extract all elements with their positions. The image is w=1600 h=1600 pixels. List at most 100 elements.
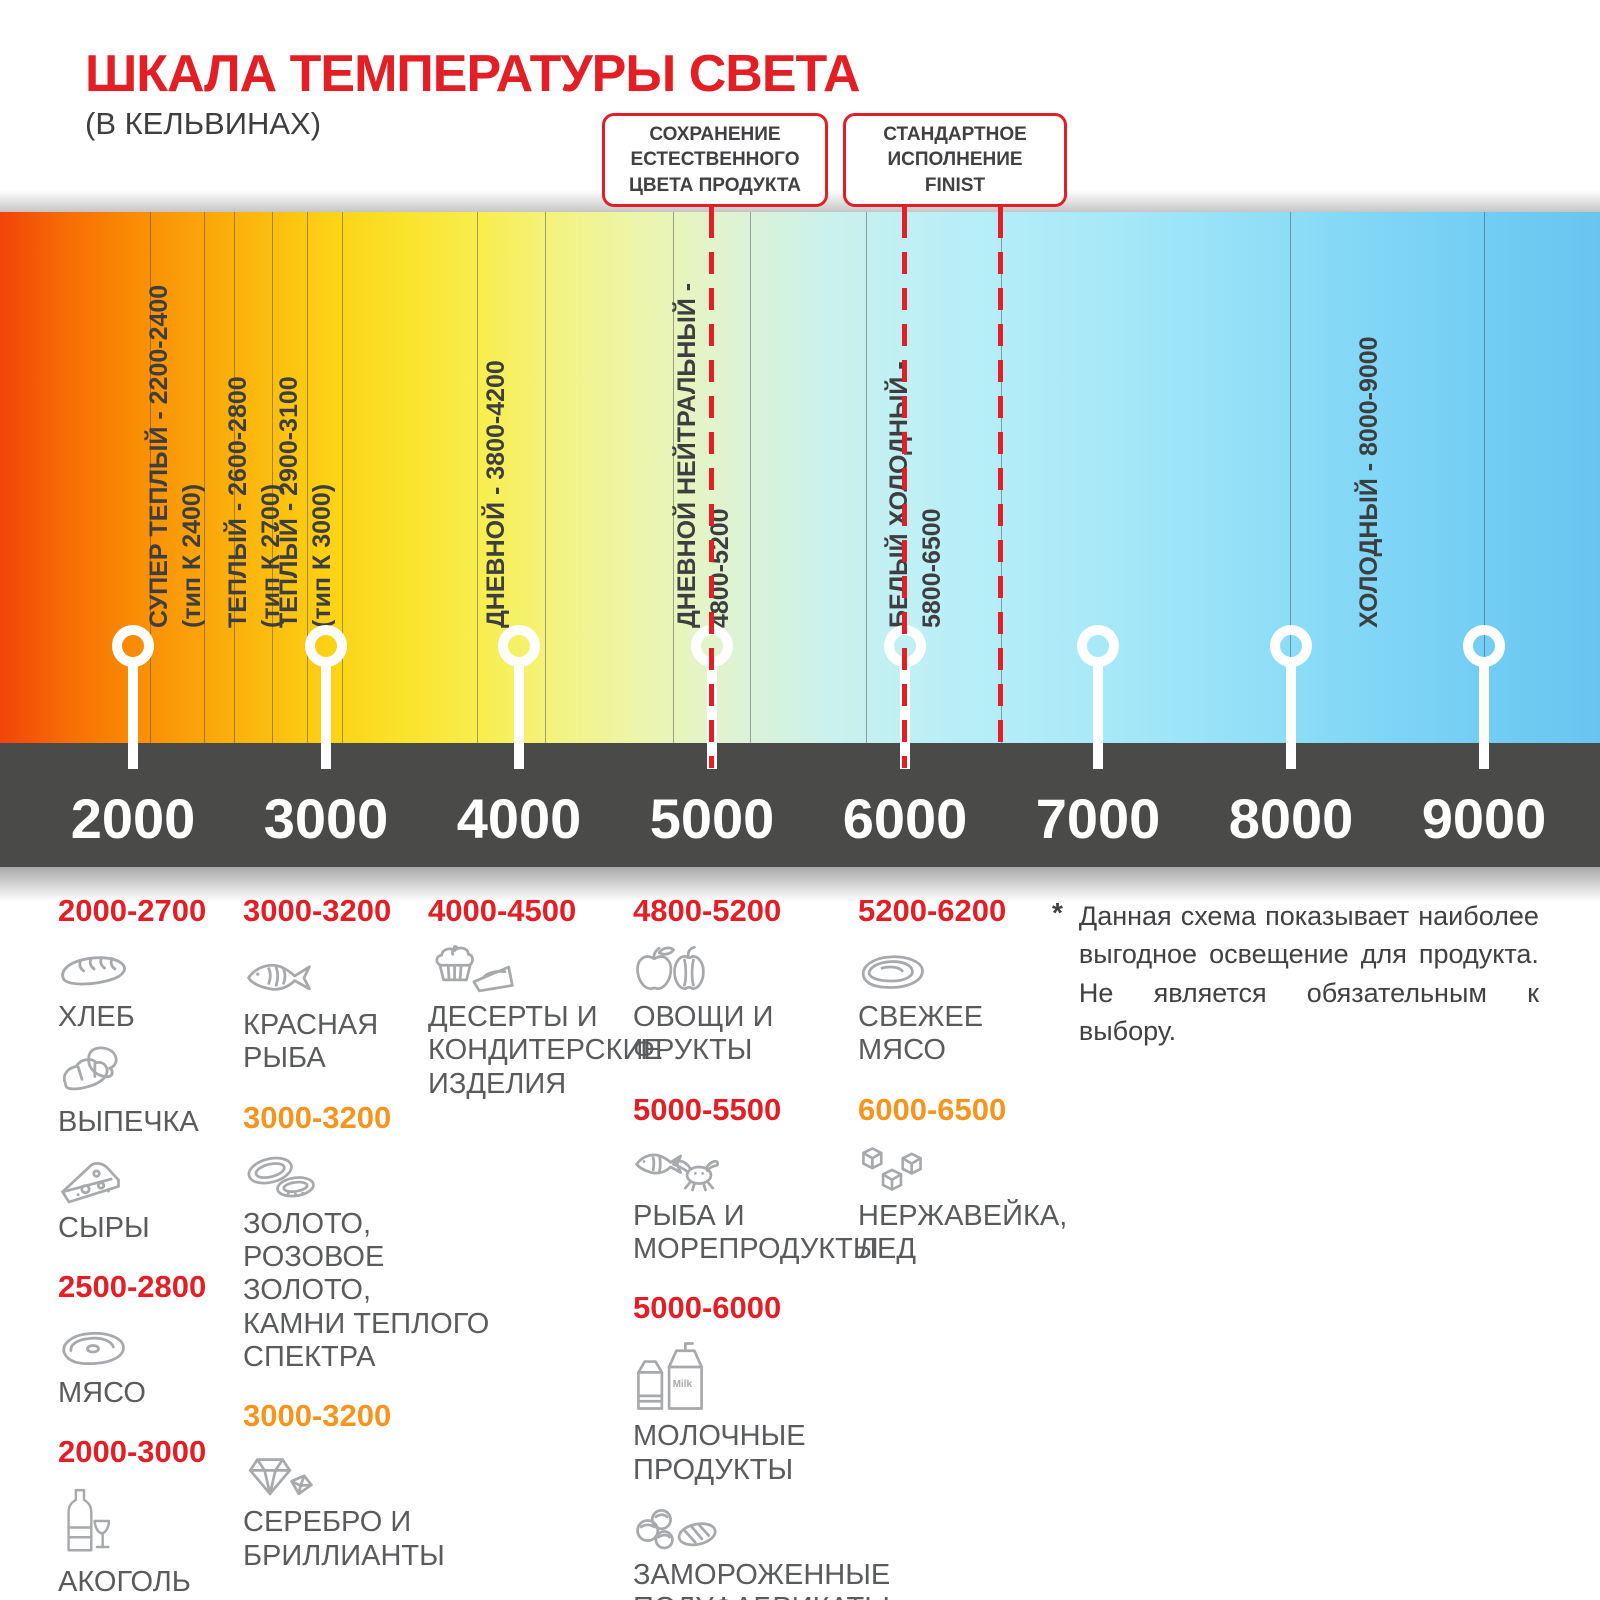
zone-main: ТЕПЛЫЙ - 2600-2800 bbox=[224, 376, 252, 628]
category-label: МЯСО bbox=[58, 1377, 146, 1410]
list-item: ВЫПЕЧКА bbox=[58, 1044, 243, 1139]
pointer-line-6000 bbox=[902, 198, 907, 216]
axis-tick-9000: 9000 bbox=[1421, 787, 1547, 850]
grid-line bbox=[477, 212, 478, 743]
cheese-icon bbox=[58, 1150, 243, 1206]
range-label: 2000-3000 bbox=[58, 1434, 207, 1470]
zone-main: ТЕПЛЫЙ - 2900-3100 bbox=[275, 376, 303, 628]
frozen-icon bbox=[633, 1497, 963, 1553]
axis-tick-8000: 8000 bbox=[1228, 787, 1354, 850]
diamond-icon bbox=[243, 1444, 493, 1500]
grid-line bbox=[272, 212, 273, 743]
range-group: 2000-3000 АКОГОЛЬ bbox=[58, 1434, 243, 1599]
grid-line bbox=[204, 212, 205, 743]
list-item: СЫРЫ bbox=[58, 1150, 243, 1245]
page-title: ШКАЛА ТЕМПЕРАТУРЫ СВЕТА bbox=[85, 45, 861, 103]
grid-line bbox=[307, 212, 308, 743]
range-label: 2000-2700 bbox=[58, 893, 207, 928]
range-label: 6000-6500 bbox=[858, 1091, 1007, 1127]
category-label: ХЛЕБ bbox=[58, 1001, 135, 1033]
range-group: 4800-5200 ОВОЩИ И ФРУКТЫ bbox=[633, 893, 963, 1068]
column-1: 2000-2700 ХЛЕБ ВЫПЕЧКА СЫРЫ 250 bbox=[58, 893, 243, 1600]
column-2: 3000-3200 КРАСНАЯ РЫБА 3000-3200 ЗОЛОТО,… bbox=[243, 893, 493, 1573]
vegetables-icon bbox=[633, 939, 963, 995]
axis-tick-5000: 5000 bbox=[649, 787, 775, 850]
alcohol-icon bbox=[58, 1480, 243, 1560]
list-item: НЕРЖАВЕЙКА, ЛЕД bbox=[858, 1138, 1088, 1267]
axis-tick-4000: 4000 bbox=[456, 787, 582, 850]
rings-icon bbox=[243, 1146, 493, 1202]
column-3: 4000-4500 ДЕСЕРТЫ И КОНДИТЕРСКИЕ ИЗДЕЛИЯ bbox=[428, 893, 663, 1101]
page-subtitle: (В КЕЛЬВИНАХ) bbox=[85, 106, 322, 141]
range-group: 5000-6000 Milk МОЛОЧНЫЕ ПРОДУКТЫ ЗАМОРОЖ… bbox=[633, 1290, 963, 1600]
list-item: ХЛЕБ bbox=[58, 939, 243, 1034]
list-item: АКОГОЛЬ bbox=[58, 1480, 243, 1599]
axis-tick-6000: 6000 bbox=[842, 787, 968, 850]
range-group: 5200-6200 СВЕЖЕЕ МЯСО bbox=[858, 893, 1088, 1068]
category-label: НЕРЖАВЕЙКА, ЛЕД bbox=[858, 1199, 1068, 1266]
range-group: 3000-3200 КРАСНАЯ РЫБА bbox=[243, 893, 493, 1076]
list-item: КРАСНАЯ РЫБА bbox=[243, 939, 493, 1076]
zone-label-cold: ХОЛОДНЫЙ - 8000-9000 bbox=[1353, 336, 1386, 628]
range-label: 5200-6200 bbox=[858, 893, 1007, 928]
range-label: 3000-3200 bbox=[243, 893, 392, 928]
grid-line bbox=[545, 212, 546, 743]
category-label: СЕРЕБРО И БРИЛЛИАНТЫ bbox=[243, 1506, 445, 1572]
category-label: СЫРЫ bbox=[58, 1211, 150, 1244]
range-label: 4000-4500 bbox=[428, 893, 577, 928]
range-label: 5000-5500 bbox=[633, 1091, 782, 1127]
zone-main: ХОЛОДНЫЙ - 8000-9000 bbox=[1355, 336, 1383, 628]
category-label: ЗАМОРОЖЕННЫЕ ПОЛУФАБРИКАТЫ bbox=[633, 1559, 891, 1600]
grid-line bbox=[234, 212, 235, 743]
callout-standard-finist: СТАНДАРТНОЕ ИСПОЛНЕНИЕ FINIST bbox=[843, 113, 1067, 207]
list-item: СЕРЕБРО И БРИЛЛИАНТЫ bbox=[243, 1444, 493, 1573]
zone-label-super-warm: СУПЕР ТЕПЛЫЙ - 2200-2400 (тип К 2400) bbox=[143, 285, 209, 628]
category-label: ЗОЛОТО, РОЗОВОЕ ЗОЛОТО, КАМНИ ТЕПЛОГО СП… bbox=[243, 1207, 490, 1374]
column-5: 5200-6200 СВЕЖЕЕ МЯСО 6000-6500 НЕРЖАВЕЙ… bbox=[858, 893, 1088, 1266]
grid-line bbox=[150, 212, 151, 743]
range-label: 2500-2800 bbox=[58, 1269, 207, 1305]
axis-tick-2000: 2000 bbox=[70, 787, 196, 850]
grid-line bbox=[673, 212, 674, 743]
callout-line: СОХРАНЕНИЕ bbox=[649, 124, 781, 146]
category-label: КРАСНАЯ РЫБА bbox=[243, 1009, 379, 1075]
list-item: МЯСО bbox=[58, 1315, 243, 1410]
bottom-shadow-band bbox=[0, 867, 1600, 905]
svg-text:Milk: Milk bbox=[673, 1379, 693, 1390]
zone-main: БЕЛЫЙ ХОЛОДНЫЙ - bbox=[885, 361, 913, 628]
dashed-line-6500 bbox=[998, 216, 1003, 743]
zone-sub: (тип К 3000) bbox=[308, 483, 336, 628]
range-label: 3000-3200 bbox=[243, 1398, 392, 1434]
list-item: СВЕЖЕЕ МЯСО bbox=[858, 939, 1088, 1068]
bread-icon bbox=[58, 939, 243, 995]
category-label: СВЕЖЕЕ МЯСО bbox=[858, 1001, 984, 1067]
range-group: 3000-3200 СЕРЕБРО И БРИЛЛИАНТЫ bbox=[243, 1398, 493, 1573]
grid-line bbox=[866, 212, 867, 743]
zone-main: ДНЕВНОЙ - 3800-4200 bbox=[482, 360, 510, 628]
column-4: 4800-5200 ОВОЩИ И ФРУКТЫ 5000-5500 РЫБА … bbox=[633, 893, 963, 1600]
axis-bar bbox=[0, 743, 1600, 867]
zone-label-cool-white: БЕЛЫЙ ХОЛОДНЫЙ - 5800-6500 bbox=[883, 361, 949, 628]
footnote: * Данная схема показывает наиболее выгод… bbox=[1052, 897, 1552, 1050]
callout-line: ЦВЕТА ПРОДУКТА bbox=[628, 174, 802, 196]
footnote-text: Данная схема показывает наиболее выгодно… bbox=[1078, 901, 1539, 1046]
grid-line bbox=[342, 212, 343, 743]
zone-label-daylight-neutral: ДНЕВНОЙ НЕЙТРАЛЬНЫЙ - 4800-5200 bbox=[671, 283, 737, 628]
range-label: 5000-6000 bbox=[633, 1290, 782, 1326]
zone-main: СУПЕР ТЕПЛЫЙ - 2200-2400 bbox=[145, 284, 173, 628]
category-label: МОЛОЧНЫЕ ПРОДУКТЫ bbox=[633, 1420, 806, 1486]
category-label: ВЫПЕЧКА bbox=[58, 1106, 199, 1139]
list-item: ДЕСЕРТЫ И КОНДИТЕРСКИЕ ИЗДЕЛИЯ bbox=[428, 939, 663, 1101]
category-label: АКОГОЛЬ bbox=[58, 1566, 191, 1599]
callout-line: ЕСТЕСТВЕННОГО bbox=[630, 149, 800, 171]
category-label: РЫБА И МОРЕПРОДУКТЫ bbox=[633, 1199, 879, 1266]
range-group: 5000-5500 РЫБА И МОРЕПРОДУКТЫ bbox=[633, 1092, 963, 1267]
dashed-line-5000 bbox=[709, 216, 714, 768]
callout-line: СТАНДАРТНОЕ bbox=[883, 124, 1027, 146]
list-item: ЗАМОРОЖЕННЫЕ ПОЛУФАБРИКАТЫ bbox=[633, 1497, 963, 1600]
meat-icon bbox=[58, 1315, 243, 1371]
axis-tick-3000: 3000 bbox=[263, 787, 389, 850]
list-item: ЗОЛОТО, РОЗОВОЕ ЗОЛОТО, КАМНИ ТЕПЛОГО СП… bbox=[243, 1146, 493, 1375]
zone-sub: 5800-6500 bbox=[918, 508, 946, 628]
